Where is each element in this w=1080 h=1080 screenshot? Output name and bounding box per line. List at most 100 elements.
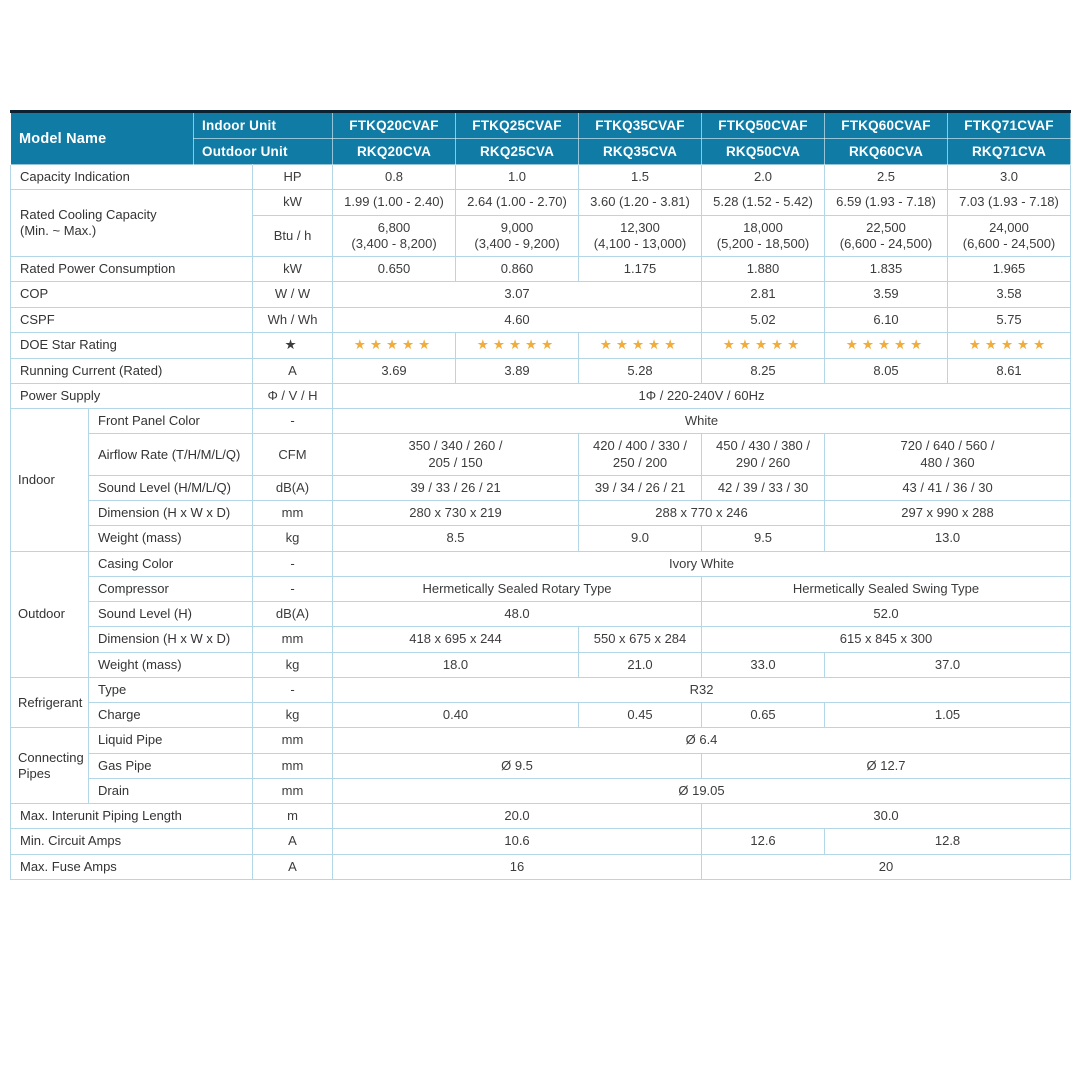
star-rating: ★★★★★ bbox=[578, 331, 703, 359]
row-label: Sound Level (H/M/L/Q) bbox=[87, 474, 254, 502]
data-cell: 2.64 (1.00 - 2.70) bbox=[455, 189, 580, 216]
outdoor-model-5: RKQ60CVA bbox=[824, 138, 949, 165]
table-row: DOE Star Rating ★ ★★★★★ ★★★★★ ★★★★★ ★★★★★ ★★★★… bbox=[9, 331, 1072, 359]
row-unit: CFM bbox=[252, 433, 334, 476]
data-cell: 288 x 770 x 246 bbox=[578, 500, 826, 527]
data-cell: 615 x 845 x 300 bbox=[701, 626, 1072, 653]
data-cell: 12.8 bbox=[824, 828, 1072, 855]
data-cell: Ø 6.4 bbox=[332, 727, 1072, 754]
data-cell: 0.40 bbox=[332, 702, 580, 729]
table-row: Charge kg 0.40 0.45 0.65 1.05 bbox=[11, 702, 1072, 729]
data-cell: 20 bbox=[701, 853, 1072, 880]
data-cell: 6.59 (1.93 - 7.18) bbox=[824, 189, 949, 216]
star-icon: ★ bbox=[252, 331, 334, 359]
table-header: Model Name Indoor Unit FTKQ20CVAF FTKQ25… bbox=[9, 111, 1072, 165]
star-rating: ★★★★★ bbox=[332, 331, 457, 359]
data-cell: 1.5 bbox=[578, 163, 703, 191]
row-unit: A bbox=[252, 357, 334, 384]
data-cell: 550 x 675 x 284 bbox=[578, 626, 703, 653]
row-unit: HP bbox=[252, 163, 334, 191]
table-row: Running Current (Rated) A 3.69 3.89 5.28 8.25… bbox=[9, 357, 1072, 384]
data-cell: 10.6 bbox=[332, 828, 703, 855]
row-label: Dimension (H x W x D) bbox=[87, 626, 254, 653]
table-row: Airflow Rate (T/H/M/L/Q) CFM 350 / 340 / 2… bbox=[11, 433, 1072, 476]
table-row: Capacity Indication HP 0.8 1.0 1.5 2.0 2.5 3.0 bbox=[9, 163, 1072, 191]
table-row: Indoor Front Panel Color - White bbox=[10, 408, 1072, 552]
table-row: Weight (mass) kg 8.5 9.0 9.5 13.0 bbox=[11, 525, 1072, 552]
header-row-indoor: Model Name Indoor Unit FTKQ20CVAF FTKQ25… bbox=[9, 111, 1072, 165]
data-cell: 450 / 430 / 380 / 290 / 260 bbox=[701, 433, 826, 476]
table-row: Rated Cooling Capacity (Min. ~ Max.) kW 1.… bbox=[9, 189, 1072, 257]
table-row: Rated Power Consumption kW 0.650 0.860 1.175… bbox=[9, 255, 1072, 283]
row-label: Min. Circuit Amps bbox=[9, 828, 254, 855]
row-unit: dB(A) bbox=[252, 601, 334, 628]
data-cell: 1.05 bbox=[824, 702, 1072, 729]
data-cell: 3.0 bbox=[947, 163, 1072, 191]
indoor-model-2: FTKQ25CVAF bbox=[455, 111, 580, 139]
data-cell: 4.60 bbox=[332, 306, 703, 333]
data-cell: Ø 9.5 bbox=[332, 752, 703, 779]
star-rating: ★★★★★ bbox=[701, 331, 826, 359]
table-row: Btu / h 6,800 (3,400 - 8,200) 9,000 (3,400… bbox=[11, 214, 1072, 257]
data-cell: 21.0 bbox=[578, 651, 703, 678]
data-cell: 1.835 bbox=[824, 255, 949, 283]
data-cell: 418 x 695 x 244 bbox=[332, 626, 580, 653]
row-label: Type bbox=[87, 676, 254, 704]
outdoor-model-6: RKQ71CVA bbox=[947, 138, 1072, 165]
row-label: Capacity Indication bbox=[9, 163, 254, 191]
data-cell: 5.28 (1.52 - 5.42) bbox=[701, 189, 826, 216]
data-cell: 0.45 bbox=[578, 702, 703, 729]
row-unit: - bbox=[252, 550, 334, 577]
data-cell: 0.650 bbox=[332, 255, 457, 283]
row-group-label: Connecting Pipes bbox=[10, 727, 89, 805]
data-cell: 20.0 bbox=[332, 803, 703, 830]
row-label: Max. Interunit Piping Length bbox=[9, 803, 254, 830]
row-unit: m bbox=[252, 803, 334, 830]
header-row-outdoor: Outdoor Unit RKQ20CVA RKQ25CVA RKQ35CVA … bbox=[11, 138, 1072, 165]
data-cell: 350 / 340 / 260 / 205 / 150 bbox=[332, 433, 580, 476]
data-cell: 2.81 bbox=[701, 281, 826, 308]
data-cell: 280 x 730 x 219 bbox=[332, 500, 580, 527]
data-cell: 43 / 41 / 36 / 30 bbox=[824, 474, 1072, 502]
row-unit: - bbox=[252, 408, 334, 435]
data-cell: 18.0 bbox=[332, 651, 580, 678]
data-cell: 22,500 (6,600 - 24,500) bbox=[824, 214, 949, 257]
data-cell: 3.59 bbox=[824, 281, 949, 308]
indoor-unit-header: Indoor Unit bbox=[193, 111, 334, 139]
table-row: Dimension (H x W x D) mm 280 x 730 x 219 28… bbox=[11, 500, 1072, 527]
row-label: Max. Fuse Amps bbox=[9, 853, 254, 880]
indoor-model-1: FTKQ20CVAF bbox=[332, 111, 457, 139]
row-label: Rated Power Consumption bbox=[9, 255, 254, 283]
data-cell: Ø 12.7 bbox=[701, 752, 1072, 779]
table-row: Weight (mass) kg 18.0 21.0 33.0 37.0 bbox=[11, 651, 1072, 678]
data-cell: 1.0 bbox=[455, 163, 580, 191]
row-label: Power Supply bbox=[9, 382, 254, 410]
data-cell: 5.75 bbox=[947, 306, 1072, 333]
data-cell: 6,800 (3,400 - 8,200) bbox=[332, 214, 457, 257]
data-cell: 24,000 (6,600 - 24,500) bbox=[947, 214, 1072, 257]
row-label: Charge bbox=[87, 702, 254, 729]
data-cell: 420 / 400 / 330 / 250 / 200 bbox=[578, 433, 703, 476]
row-label: CSPF bbox=[9, 306, 254, 333]
row-label: Dimension (H x W x D) bbox=[87, 500, 254, 527]
row-label: Compressor bbox=[87, 575, 254, 603]
table-row: Min. Circuit Amps A 10.6 12.6 12.8 bbox=[9, 828, 1072, 855]
table-row: COP W / W 3.07 2.81 3.59 3.58 bbox=[9, 281, 1072, 308]
row-label: COP bbox=[9, 281, 254, 308]
indoor-model-3: FTKQ35CVAF bbox=[578, 111, 703, 139]
data-cell: 12.6 bbox=[701, 828, 826, 855]
outdoor-model-1: RKQ20CVA bbox=[332, 138, 457, 165]
data-cell: 0.8 bbox=[332, 163, 457, 191]
row-unit: mm bbox=[252, 626, 334, 653]
data-cell: 48.0 bbox=[332, 601, 703, 628]
row-group-label: Outdoor bbox=[10, 550, 89, 678]
spec-table-body: Capacity Indication HP 0.8 1.0 1.5 2.0 2.5 3.0 R… bbox=[9, 163, 1072, 880]
data-cell: 6.10 bbox=[824, 306, 949, 333]
data-cell: 5.02 bbox=[701, 306, 826, 333]
row-unit: W / W bbox=[252, 281, 334, 308]
data-cell: 0.65 bbox=[701, 702, 826, 729]
table-row: Gas Pipe mm Ø 9.5 Ø 12.7 bbox=[11, 752, 1072, 779]
star-rating: ★★★★★ bbox=[824, 331, 949, 359]
data-cell: 8.61 bbox=[947, 357, 1072, 384]
data-cell: 37.0 bbox=[824, 651, 1072, 678]
